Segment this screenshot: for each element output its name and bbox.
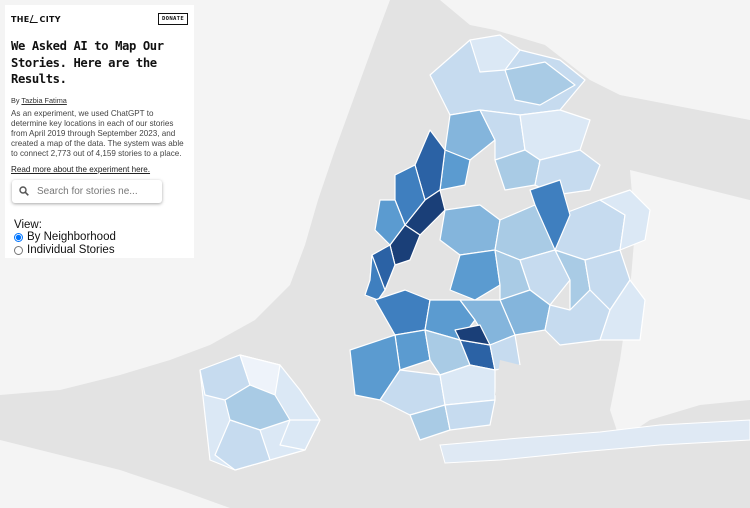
neighborhood-area[interactable] xyxy=(214,419,271,471)
jamaica-bay xyxy=(495,360,600,418)
search-box[interactable] xyxy=(12,179,162,203)
neighborhood-area[interactable] xyxy=(394,164,426,226)
author-link[interactable]: Tazbia Fatima xyxy=(21,95,67,105)
neighborhood-area[interactable] xyxy=(529,179,571,251)
neighborhood-area[interactable] xyxy=(469,34,521,73)
neighborhood-radio[interactable] xyxy=(14,232,23,242)
neighborhood-area[interactable] xyxy=(279,419,321,451)
neighborhood-area[interactable] xyxy=(599,279,646,341)
westchester-land xyxy=(440,0,750,140)
donate-button[interactable]: DONATE xyxy=(157,13,188,25)
byline: By Tazbia Fatima xyxy=(11,96,188,105)
byline-prefix: By xyxy=(11,95,20,105)
view-option-neighborhood[interactable]: By Neighborhood xyxy=(14,231,188,244)
nj-south-land xyxy=(0,440,230,508)
view-label: View: xyxy=(14,218,42,231)
read-more-link[interactable]: Read more about the experiment here. xyxy=(11,164,151,174)
the-city-logo[interactable]: THE CITY xyxy=(11,14,61,24)
description: As an experiment, we used ChatGPT to det… xyxy=(11,108,184,159)
neighborhood-area[interactable] xyxy=(444,399,496,431)
neighborhood-area[interactable] xyxy=(439,364,496,406)
neighborhood-area[interactable] xyxy=(364,254,386,301)
view-option-stories[interactable]: Individual Stories xyxy=(14,244,188,257)
search-icon xyxy=(19,186,29,196)
neighborhood-area[interactable] xyxy=(599,189,651,251)
view-option-stories-label: Individual Stories xyxy=(27,244,115,257)
long-island-sound xyxy=(610,95,750,200)
neighborhood-area[interactable] xyxy=(454,324,491,346)
neighborhood-area[interactable] xyxy=(504,61,576,106)
panel-topbar: THE CITY DONATE xyxy=(11,12,188,26)
logo-mark-icon xyxy=(29,15,40,23)
info-panel: THE CITY DONATE We Asked AI to Map Our St… xyxy=(5,5,194,258)
rockaway-peninsula xyxy=(439,419,750,464)
neighborhood-area[interactable] xyxy=(444,109,496,161)
view-option-neighborhood-label: By Neighborhood xyxy=(27,231,116,244)
stories-radio[interactable] xyxy=(14,245,23,255)
neighborhood-area[interactable] xyxy=(374,199,406,246)
page-title: We Asked AI to Map Our Stories. Here are… xyxy=(11,39,164,86)
search-input[interactable] xyxy=(35,184,157,198)
neighborhood-area[interactable] xyxy=(449,249,501,301)
